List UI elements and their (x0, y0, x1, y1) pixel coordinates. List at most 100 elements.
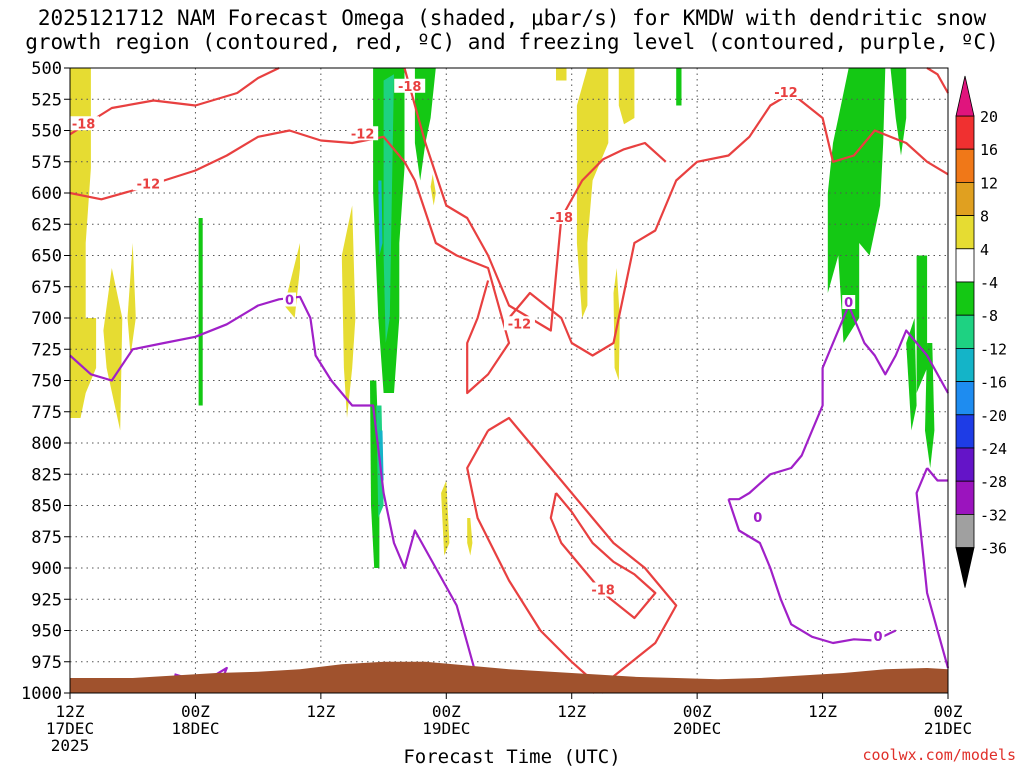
y-tick-label: 775 (31, 403, 62, 423)
contour-line-5-1 (508, 91, 949, 357)
colorbar-label: 16 (980, 141, 998, 159)
contour-label-bg (770, 85, 802, 99)
colorbar-label: -20 (980, 407, 1007, 425)
contour-label-bg (394, 78, 426, 93)
x-tick-label: 20DEC (673, 719, 721, 738)
contour-label-bg (132, 176, 164, 191)
colorbar-bin (955, 148, 975, 183)
omega-region-1-4 (676, 68, 682, 106)
y-tick-label: 850 (31, 497, 62, 517)
colorbar-bin (955, 447, 975, 482)
y-tick-label: 725 (31, 340, 62, 360)
y-tick-label: 575 (31, 153, 62, 173)
colorbar-label: -36 (980, 540, 1007, 558)
contour-line-5-0 (69, 129, 511, 395)
x-tick-label: 12Z (56, 702, 85, 721)
contour-line-5-4 (926, 67, 949, 94)
colorbar-bin (955, 381, 975, 416)
contour-label: -12 (508, 317, 532, 332)
colorbar-label: -24 (980, 440, 1007, 458)
colorbar-label: -32 (980, 506, 1007, 524)
colorbar-label: 12 (980, 174, 998, 192)
x-axis-title: Forecast Time (UTC) (403, 746, 621, 768)
y-tick-label: 825 (31, 465, 62, 485)
credit-text: coolwx.com/models (862, 746, 1016, 764)
contour-label-bg (283, 292, 296, 307)
colorbar-bin (955, 414, 975, 449)
contour-label: 0 (753, 511, 762, 526)
omega-region-0-2 (127, 243, 136, 356)
x-tick-label: 12Z (808, 702, 837, 721)
omega-region-0-7 (467, 518, 473, 556)
colorbar-bin (955, 181, 975, 216)
colorbar-bin (955, 248, 975, 283)
omega-region-1-0 (198, 218, 203, 406)
omega-region-1-8 (925, 343, 935, 468)
contour-label: -18 (550, 211, 574, 226)
x-tick-label: 17DEC (46, 719, 94, 738)
contour-line-5-3 (466, 429, 604, 694)
y-tick-label: 500 (31, 59, 62, 79)
contour-label-bg (503, 316, 535, 331)
contour-line-6-2 (727, 498, 897, 645)
colorbar-label: 4 (980, 241, 989, 259)
x-tick-label: 00Z (683, 702, 712, 721)
y-tick-label: 625 (31, 215, 62, 235)
y-tick-label: 875 (31, 528, 62, 548)
omega-region-0-6 (441, 480, 450, 556)
omega-region-3-0 (378, 180, 383, 256)
contour-label-bg (751, 510, 765, 524)
colorbar-bin (955, 514, 975, 549)
colorbar-bin (955, 215, 975, 250)
contour-label: -12 (137, 177, 161, 192)
contour-label: 0 (285, 294, 294, 309)
omega-region-0-8 (556, 68, 567, 81)
x-tick-label: 00Z (181, 702, 210, 721)
contour-line-6-4 (915, 467, 950, 669)
contour-label-bg (842, 295, 856, 309)
omega-region-0-9 (576, 68, 609, 318)
chart-title-line-2: growth region (contoured, red, ºC) and f… (25, 30, 999, 54)
contour-line-4-2 (549, 492, 657, 620)
y-tick-label: 975 (31, 653, 62, 673)
omega-region-0-1 (103, 268, 123, 431)
y-tick-label: 600 (31, 184, 62, 204)
contour-label-bg (347, 126, 379, 141)
omega-region-1-5 (827, 68, 886, 343)
colorbar-label: 8 (980, 208, 989, 226)
y-tick-label: 950 (31, 622, 62, 642)
contour-label: -12 (351, 127, 375, 142)
colorbar-bottom-arrow (955, 547, 975, 588)
colorbar-label: -28 (980, 473, 1007, 491)
contour-label: 0 (844, 296, 853, 311)
x-tick-label: 00Z (432, 702, 461, 721)
contour-label-bg (587, 582, 619, 597)
contour-line-4-0 (69, 67, 280, 136)
contour-label-bg (871, 628, 885, 643)
x-tick-label: 2025 (51, 736, 90, 755)
colorbar: 20 16 12 8 4 -4 -8 -12 -16 -20 -24 -28 -32 -36 (955, 75, 1007, 588)
omega-region-1-9 (906, 318, 917, 431)
y-tick-label: 525 (31, 90, 62, 110)
chart-title-line-1: 2025121712 NAM Forecast Omega (shaded, μ… (37, 6, 987, 30)
axes: 500 525 550 575 600 625 650 675 700 725 750 775 800 8… (21, 59, 972, 755)
colorbar-label: -8 (980, 307, 998, 325)
contour-line-5-2 (487, 416, 678, 694)
contour-label: 0 (873, 630, 882, 645)
contour-line-6-3 (926, 467, 948, 482)
omega-region-1-7 (916, 255, 928, 393)
omega-region-0-0 (70, 68, 97, 418)
terrain-area (70, 661, 948, 693)
y-tick-label: 700 (31, 309, 62, 329)
y-tick-label: 900 (31, 559, 62, 579)
contour-label: -18 (398, 80, 422, 95)
contour-label: -12 (774, 86, 798, 101)
terrain-fill (70, 661, 948, 693)
contour-label: -18 (591, 584, 615, 599)
y-tick-label: 750 (31, 372, 62, 392)
colorbar-bin (955, 314, 975, 349)
omega-region-0-10 (618, 68, 635, 125)
contour-label: -18 (72, 117, 96, 132)
x-tick-label: 19DEC (422, 719, 470, 738)
